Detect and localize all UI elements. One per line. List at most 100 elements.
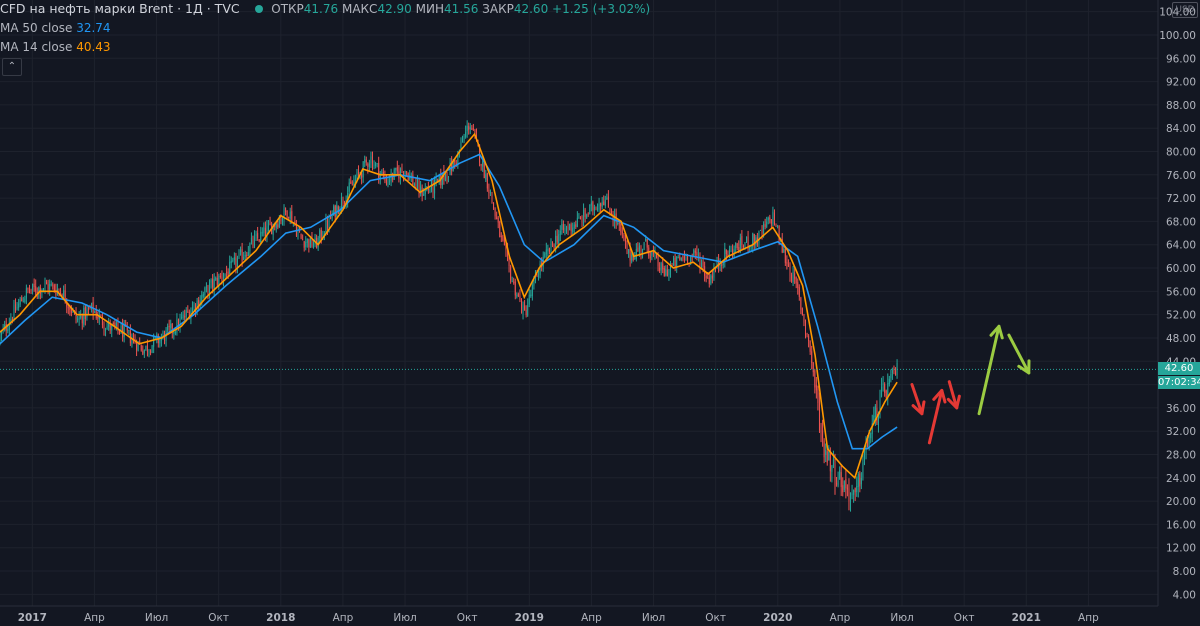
price-tick-label: 32.00 xyxy=(1166,426,1196,438)
candle-body xyxy=(744,242,746,246)
candle-body xyxy=(590,202,592,206)
candle-body xyxy=(370,156,372,164)
candle-body xyxy=(128,329,130,331)
candle-body xyxy=(603,201,605,206)
legend-ma14-row[interactable]: MA 14 close 40.43 xyxy=(0,38,650,57)
price-axis[interactable]: 4.00 8.00 12.00 16.00 20.00 24.00 28.00 32.00 36… xyxy=(1159,7,1196,602)
candle-body xyxy=(24,298,26,303)
candle-body xyxy=(406,171,408,173)
time-tick-label: 2020 xyxy=(763,612,792,624)
candle-body xyxy=(1,332,3,336)
currency-label[interactable]: USD xyxy=(1172,2,1198,18)
candle-body xyxy=(120,325,122,334)
candle-body xyxy=(236,258,238,268)
arrow-head xyxy=(989,324,1004,340)
symbol-title[interactable]: CFD на нефть марки Brent · 1Д · TVC xyxy=(0,1,240,16)
candle-body xyxy=(145,345,147,350)
candle-body xyxy=(517,293,519,297)
candle-body xyxy=(207,285,209,295)
candle-body xyxy=(491,192,493,203)
open-value: 41.76 xyxy=(303,2,339,16)
time-axis[interactable]: 2017 Апр Июл Окт 2018 Апр Июл Окт 2019 Апр Июл Окт 2… xyxy=(18,612,1099,624)
candle-body xyxy=(69,306,71,311)
candle-body xyxy=(177,319,179,329)
candle-body xyxy=(500,235,502,237)
candle-body xyxy=(693,249,695,256)
candle-body xyxy=(240,249,242,253)
arrow-head xyxy=(932,388,947,404)
candle-body xyxy=(238,252,240,258)
candle-body xyxy=(173,331,175,335)
candle-body xyxy=(783,249,785,253)
legend-ma50-row[interactable]: MA 50 close 32.74 xyxy=(0,19,650,38)
candle-body xyxy=(317,237,319,248)
candle-body xyxy=(261,232,263,234)
red-arrow xyxy=(910,383,926,416)
candle-body xyxy=(455,163,457,165)
candle-body xyxy=(255,234,257,236)
candle-body xyxy=(403,172,405,176)
candle-body xyxy=(545,249,547,255)
candle-body xyxy=(728,248,730,257)
time-tick-label: 2021 xyxy=(1012,612,1041,624)
candle-body xyxy=(389,180,391,182)
candle-body xyxy=(109,323,111,331)
candle-body xyxy=(713,268,715,278)
candle-body xyxy=(643,242,645,251)
candle-body xyxy=(635,248,637,259)
candle-body xyxy=(805,322,807,332)
candle-body xyxy=(789,265,791,277)
candle-body xyxy=(572,227,574,233)
candle-body xyxy=(772,211,774,224)
candle-body xyxy=(371,156,373,168)
candle-body xyxy=(832,459,834,467)
candle-body xyxy=(446,174,448,179)
candle-body xyxy=(573,224,575,229)
candle-body xyxy=(548,248,550,253)
legend-collapse-button[interactable]: ⌃ xyxy=(2,58,22,76)
candle-body xyxy=(213,279,215,290)
candle-body xyxy=(426,188,428,190)
candle-body xyxy=(80,315,82,318)
candle-body xyxy=(250,237,252,243)
candle-body xyxy=(668,269,670,276)
candle-body xyxy=(416,181,418,187)
candle-body xyxy=(759,229,761,231)
candle-body xyxy=(716,259,718,269)
candle-body xyxy=(831,465,833,472)
candle-body xyxy=(516,295,518,297)
candle-body xyxy=(694,250,696,253)
candle-body xyxy=(705,275,707,279)
candle-body xyxy=(860,478,862,485)
candle-body xyxy=(132,338,134,340)
candle-body xyxy=(36,291,38,294)
candle-body xyxy=(828,451,830,461)
candle-body xyxy=(586,214,588,219)
price-tick-label: 48.00 xyxy=(1166,333,1196,345)
price-tick-label: 92.00 xyxy=(1166,77,1196,89)
candle-body xyxy=(182,314,184,319)
time-axis-bg[interactable] xyxy=(0,606,1158,626)
candle-body xyxy=(60,291,62,294)
price-axis-bg[interactable] xyxy=(1158,0,1200,606)
price-tick-label: 76.00 xyxy=(1166,170,1196,182)
candle-body xyxy=(617,223,619,225)
candle-body xyxy=(642,249,644,255)
candle-body xyxy=(600,203,602,207)
change-value: +1.25 (+3.02%) xyxy=(552,2,651,16)
candle-body xyxy=(86,309,88,318)
candle-body xyxy=(565,227,567,229)
candle-body xyxy=(657,255,659,267)
low-label: МИН xyxy=(415,2,444,16)
candle-body xyxy=(313,245,315,247)
candle-body xyxy=(101,315,103,325)
candle-body xyxy=(659,267,661,271)
candle-body xyxy=(553,245,555,249)
candle-body xyxy=(593,206,595,211)
candle-body xyxy=(246,254,248,256)
candle-body xyxy=(539,263,541,276)
candle-body xyxy=(19,299,21,305)
candle-body xyxy=(786,262,788,264)
candle-body xyxy=(429,190,431,192)
